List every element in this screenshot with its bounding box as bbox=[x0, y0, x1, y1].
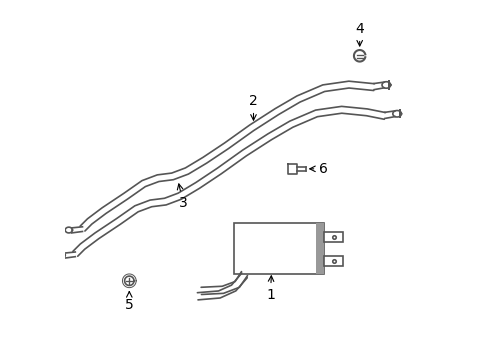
Bar bbox=[323, 256, 343, 266]
Text: 1: 1 bbox=[265, 276, 274, 302]
Text: 3: 3 bbox=[177, 184, 187, 210]
Bar bbox=[315, 223, 323, 274]
Text: 4: 4 bbox=[355, 22, 364, 46]
Text: 6: 6 bbox=[309, 162, 327, 176]
Text: 2: 2 bbox=[248, 94, 257, 120]
Bar bbox=[323, 232, 343, 242]
Text: 5: 5 bbox=[124, 292, 133, 312]
Bar bbox=[233, 223, 323, 274]
